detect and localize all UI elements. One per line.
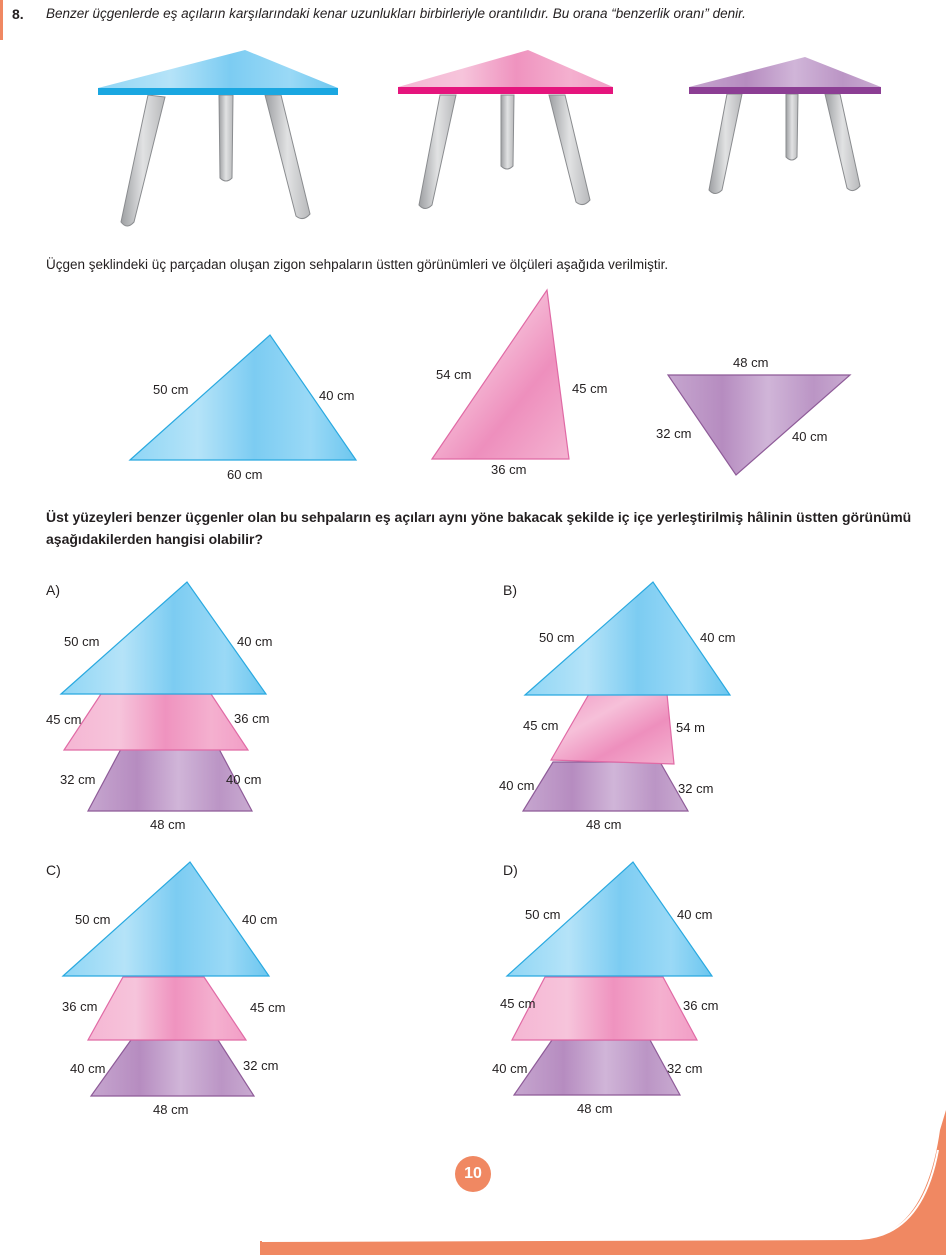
option-b-purple-bottom: 48 cm [586,817,622,832]
option-a-figure [59,581,268,812]
option-c-figure [61,861,271,1097]
option-c-purple-right: 32 cm [243,1058,279,1073]
purple-piece [521,761,690,812]
pink-left-label: 54 cm [436,367,472,382]
question-prompt: Üst yüzeyleri benzer üçgenler olan bu se… [46,509,912,547]
option-b-figure [521,581,732,812]
option-b-purple-left: 40 cm [499,778,535,793]
option-a-blue-right: 40 cm [237,634,273,649]
pink-right-label: 45 cm [572,381,608,396]
table-purple [689,57,881,194]
table-leg [218,94,234,182]
option-c-label[interactable]: C) [46,862,61,878]
option-b-blue-right: 40 cm [700,630,736,645]
option-d-blue-right: 40 cm [677,907,713,922]
option-c-purple-left: 40 cm [70,1061,106,1076]
blue-right-label: 40 cm [319,388,355,403]
option-b-pink-right: 54 m [676,720,705,735]
option-c-pink-right: 45 cm [250,1000,286,1015]
table-leg [824,93,861,192]
table-leg [708,93,743,194]
pink-piece [86,976,248,1041]
option-d-purple-bottom: 48 cm [577,1101,613,1116]
option-d-figure [505,861,714,1096]
question-number: 8. [12,6,24,22]
pink-piece [511,976,699,1041]
option-c-purple-bottom: 48 cm [153,1102,189,1117]
blue-left-label: 50 cm [153,382,189,397]
option-c-pink-left: 36 cm [62,999,98,1014]
pink-piece [62,693,250,751]
given-triangle-blue [128,334,358,461]
option-a-label[interactable]: A) [46,582,60,598]
option-b-label[interactable]: B) [503,582,517,598]
option-d-label[interactable]: D) [503,862,518,878]
page-corner-decoration [260,1110,946,1255]
description-text: Üçgen şeklindeki üç parçadan oluşan zigo… [46,257,669,272]
option-b-blue-left: 50 cm [539,630,575,645]
table-top [689,57,881,87]
purple-top-label: 48 cm [733,355,769,370]
pink-bottom-label: 36 cm [491,462,527,477]
given-triangle-purple [666,374,852,476]
blue-piece [505,861,714,977]
option-a-pink-right: 36 cm [234,711,270,726]
purple-piece [89,1039,256,1097]
pink-piece [549,693,675,765]
option-d-purple-right: 32 cm [667,1061,703,1076]
table-leg [785,93,799,161]
purple-right-label: 40 cm [792,429,828,444]
table-leg [500,94,515,170]
option-a-purple-left: 32 cm [60,772,96,787]
blue-piece [59,581,268,695]
blue-piece [523,581,732,696]
option-b-purple-right: 32 cm [678,781,714,796]
intro-text: Benzer üçgenlerde eş açıların karşıların… [46,6,746,21]
table-edge [689,87,881,94]
option-d-purple-left: 40 cm [492,1061,528,1076]
table-top [98,50,338,88]
option-a-purple-bottom: 48 cm [150,817,186,832]
table-edge [98,88,338,95]
table-blue [98,50,338,227]
given-triangle-pink [430,288,570,460]
option-c-blue-right: 40 cm [242,912,278,927]
table-leg [120,94,166,227]
blue-bottom-label: 60 cm [227,467,263,482]
page-number: 10 [455,1156,491,1192]
option-d-pink-right: 36 cm [683,998,719,1013]
left-accent-bar [0,0,3,40]
page-corner-line [261,1149,939,1242]
table-leg [418,94,457,209]
blue-piece [61,861,271,977]
option-d-blue-left: 50 cm [525,907,561,922]
purple-piece [512,1039,682,1096]
option-a-purple-right: 40 cm [226,772,262,787]
table-leg [548,94,591,206]
table-top [398,50,613,87]
table-leg [264,94,311,220]
purple-left-label: 32 cm [656,426,692,441]
option-c-blue-left: 50 cm [75,912,111,927]
option-a-blue-left: 50 cm [64,634,100,649]
option-d-pink-left: 45 cm [500,996,536,1011]
option-a-pink-left: 45 cm [46,712,82,727]
table-edge [398,87,613,94]
table-pink [398,50,613,209]
option-b-pink-left: 45 cm [523,718,559,733]
